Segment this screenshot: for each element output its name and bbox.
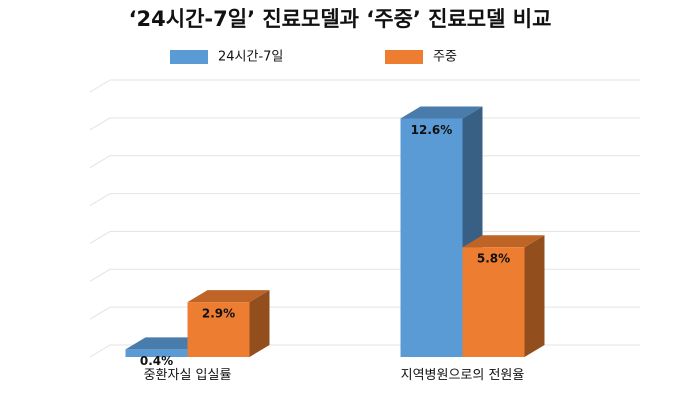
legend-swatch [170,50,208,64]
data-label: 0.4% [140,354,173,368]
bar-face [125,337,208,350]
bar [462,235,545,357]
grid-line [89,268,640,282]
grid-line [89,155,640,169]
bar [187,290,270,357]
chart-title: ‘24시간-7일’ 진료모델과 ‘주중’ 진료모델 비교 [129,7,552,31]
bar-face [187,302,250,357]
bar-face [400,118,463,357]
data-label: 5.8% [477,252,510,266]
bar-face [400,106,483,119]
grid-line [89,306,640,320]
bar-face [249,290,270,357]
legend-swatch [385,50,423,64]
data-label: 2.9% [202,307,235,321]
x-tick-label: 중환자실 입실률 [143,368,232,383]
legend-label: 주중 [433,50,457,65]
grid-line [89,117,640,131]
bar-face [524,235,545,357]
bar-face [462,247,525,357]
grid-line [89,193,640,207]
grid-line [89,230,640,244]
x-tick-label: 지역병원으로의 전원율 [400,368,525,383]
bar-face [187,290,270,303]
bar-face [462,235,545,248]
data-label: 12.6% [411,123,453,137]
legend-label: 24시간-7일 [218,50,283,65]
grid-line [89,79,640,93]
bar-face [125,349,188,357]
